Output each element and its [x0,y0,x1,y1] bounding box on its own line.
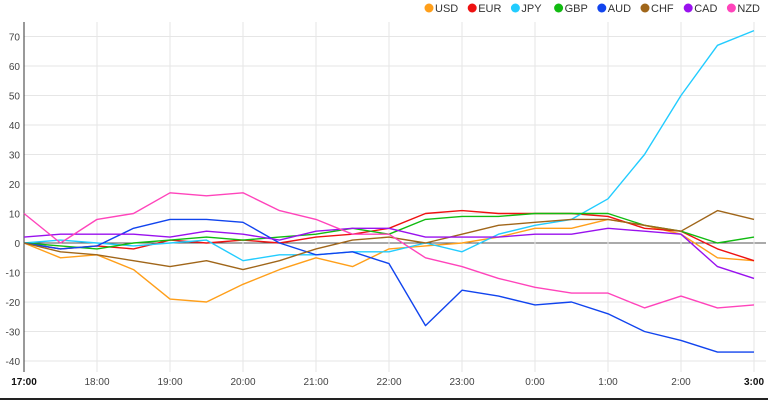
legend-swatch [640,3,650,13]
y-tick-label: 60 [9,62,21,73]
x-tick-label: 2:00 [671,377,691,388]
legend-item-aud[interactable]: AUD [597,3,631,15]
y-tick-label: 30 [9,151,21,162]
x-tick-label: 21:00 [303,377,328,388]
x-tick-label: 22:00 [376,377,401,388]
legend-swatch [683,3,693,13]
legend-item-usd[interactable]: USD [424,3,459,15]
x-tick-label: 19:00 [157,377,182,388]
legend-label: CAD [694,3,717,15]
legend-item-chf[interactable]: CHF [640,3,674,15]
x-tick-label: 1:00 [598,377,618,388]
legend-swatch [726,3,736,13]
y-tick-label: -40 [6,357,21,368]
y-tick-label: 0 [14,239,20,250]
legend-label: NZD [737,3,760,15]
legend-label: JPY [521,3,542,15]
series-lines [23,29,755,353]
series-line-jpy [23,29,755,262]
y-tick-label: 10 [9,210,21,221]
y-tick-label: 40 [9,121,21,132]
y-tick-label: -30 [6,328,21,339]
legend-item-gbp[interactable]: GBP [554,3,588,15]
y-tick-label: 50 [9,92,21,103]
legend-swatch [467,3,477,13]
series-line-cad [23,227,755,280]
legend-swatch [424,3,434,13]
grid [23,22,766,372]
legend-item-cad[interactable]: CAD [683,3,718,15]
x-tick-label: 23:00 [449,377,474,388]
y-tick-label: -20 [6,298,21,309]
legend-label: CHF [651,3,674,15]
y-tick-label: -10 [6,269,21,280]
legend-item-eur[interactable]: EUR [467,3,502,15]
legend-item-jpy[interactable]: JPY [510,3,542,15]
legend-swatch [510,3,520,13]
x-tick-label: 0:00 [525,377,545,388]
x-tick-label: 3:00 [744,377,764,388]
legend-label: AUD [608,3,631,15]
legend-label: USD [435,3,458,15]
x-tick-label: 18:00 [84,377,109,388]
y-axis: -40 -30 -20 -10 0 10 20 30 40 50 60 70 [6,33,21,369]
legend: USD EUR JPY GBP AUD CHF CAD NZD [424,3,760,15]
legend-swatch [554,3,564,13]
series-line-chf [23,209,755,271]
y-tick-label: 70 [9,33,21,44]
series-line-nzd [23,192,755,309]
x-axis: 17:00 18:00 19:00 20:00 21:00 22:00 23:00 0:00 1… [11,377,764,388]
legend-label: GBP [565,3,588,15]
x-tick-label: 20:00 [230,377,255,388]
legend-label: EUR [478,3,501,15]
legend-item-nzd[interactable]: NZD [726,3,760,15]
legend-swatch [597,3,607,13]
y-tick-label: 20 [9,180,21,191]
series-line-aud [23,218,754,353]
x-tick-label: 17:00 [11,377,37,388]
